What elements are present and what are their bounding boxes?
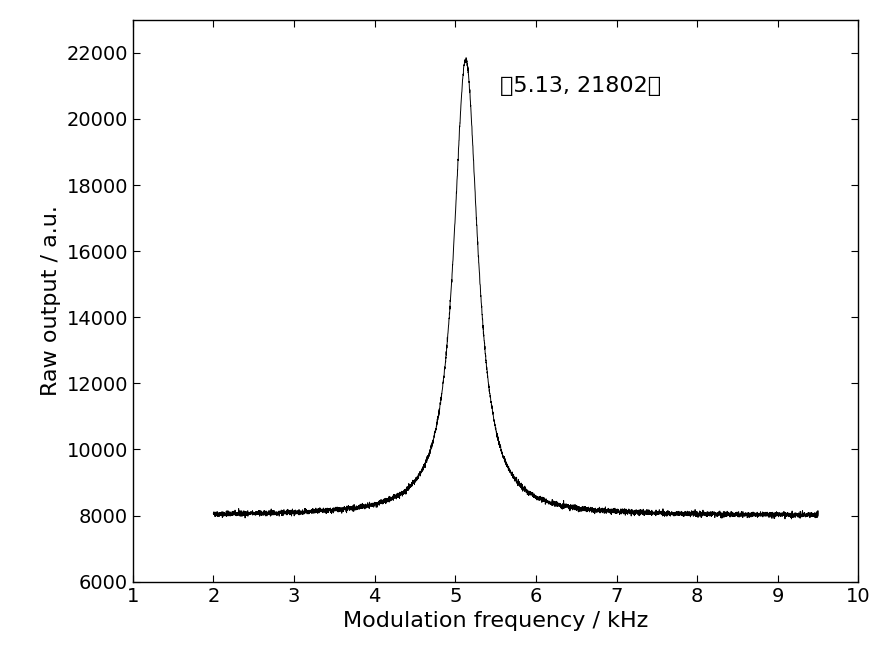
Y-axis label: Raw output / a.u.: Raw output / a.u.: [41, 206, 61, 396]
Text: （5.13, 21802）: （5.13, 21802）: [500, 76, 661, 96]
X-axis label: Modulation frequency / kHz: Modulation frequency / kHz: [342, 611, 649, 631]
